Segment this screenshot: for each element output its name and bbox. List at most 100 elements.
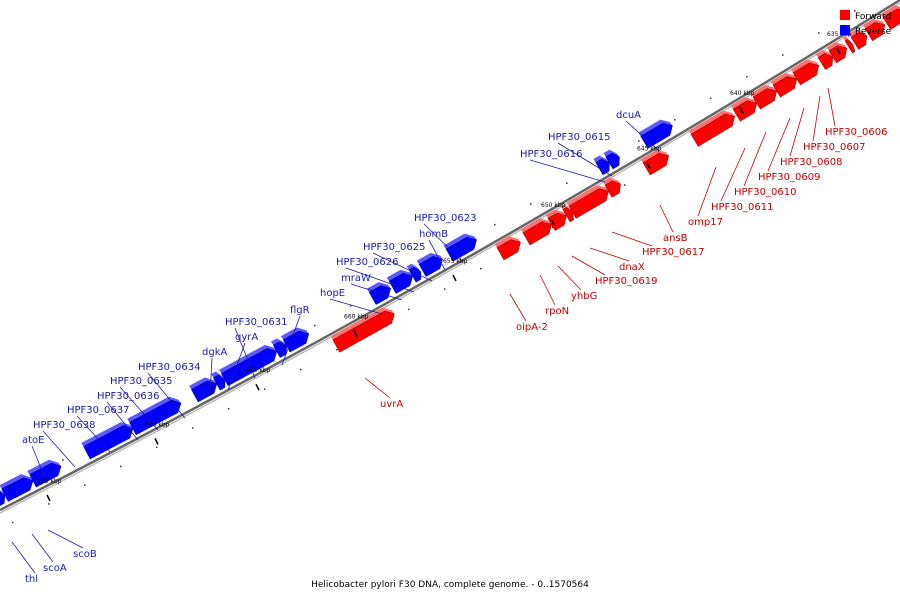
forward-8-gene-arrow[interactable] <box>690 113 736 147</box>
gene-leader-line <box>147 372 186 419</box>
gene-label-yhbg[interactable]: yhbG <box>571 291 597 302</box>
forward-4-gene-arrow[interactable] <box>562 207 574 223</box>
gene-leader-line <box>589 247 630 262</box>
forward-7-gene-arrow[interactable] <box>642 152 669 176</box>
gene-arrow-top <box>640 149 669 163</box>
minor-tick <box>12 521 14 524</box>
gene-label-hpf30_0617[interactable]: HPF30_0617 <box>642 247 704 258</box>
legend-reverse-label: Reverse <box>855 27 892 37</box>
gene-label-hpf30_0610[interactable]: HPF30_0610 <box>734 187 796 198</box>
forward-16-gene-arrow[interactable] <box>850 32 868 50</box>
gene-label-gyra[interactable]: gyrA <box>235 332 258 343</box>
gene-label-flgr[interactable]: flgR <box>290 305 310 316</box>
minor-tick <box>408 308 410 311</box>
gene-label-hpf30_0625[interactable]: HPF30_0625 <box>363 242 425 253</box>
reverse-11-gene-arrow[interactable] <box>388 272 413 294</box>
gene-label-hpf30_0631[interactable]: HPF30_0631 <box>225 317 287 328</box>
gene-label-hpf30_0635[interactable]: HPF30_0635 <box>110 376 172 387</box>
gene-label-hpf30_0619[interactable]: HPF30_0619 <box>595 276 657 287</box>
forward-9-gene-arrow[interactable] <box>732 100 758 122</box>
gene-label-hpf30_0607[interactable]: HPF30_0607 <box>803 142 865 153</box>
gene-arrow-top <box>366 282 391 293</box>
gene-label-hpf30_0608[interactable]: HPF30_0608 <box>780 157 842 168</box>
gene-leader-line <box>539 274 556 306</box>
gene-label-hpf30_0611[interactable]: HPF30_0611 <box>711 202 773 213</box>
forward-17-gene-arrow[interactable] <box>864 22 886 41</box>
forward-0-gene-arrow[interactable] <box>332 310 395 353</box>
gene-label-dgka[interactable]: dgkA <box>202 347 227 358</box>
gene-label-hpf30_0609[interactable]: HPF30_0609 <box>758 172 820 183</box>
minor-tick <box>300 368 302 371</box>
gene-leader-line <box>625 120 659 151</box>
reverse-3-gene-arrow[interactable] <box>83 425 134 460</box>
minor-tick <box>494 223 496 226</box>
forward-13-gene-arrow[interactable] <box>817 53 834 70</box>
gene-leader-line <box>119 386 159 431</box>
gene-label-hpf30_0626[interactable]: HPF30_0626 <box>336 257 398 268</box>
gene-arrow-top <box>560 204 573 213</box>
major-tick <box>154 438 159 445</box>
forward-6-gene-arrow[interactable] <box>604 180 621 198</box>
forward-10-gene-arrow[interactable] <box>752 88 778 110</box>
gene-label-atoe[interactable]: atoE <box>22 435 45 446</box>
gene-label-thl[interactable]: thl <box>25 574 38 585</box>
reverse-9-gene-arrow[interactable] <box>282 330 310 353</box>
reverse-2-gene-arrow[interactable] <box>29 462 62 488</box>
reverse-7-gene-arrow[interactable] <box>221 348 278 387</box>
gene-arrow-top <box>494 236 521 248</box>
reverse-0-gene-arrow[interactable] <box>0 491 6 507</box>
forward-12-gene-arrow[interactable] <box>792 62 820 86</box>
forward-5-gene-arrow[interactable] <box>568 188 609 219</box>
reverse-8-gene-arrow[interactable] <box>272 341 288 358</box>
gene-leader-line <box>571 255 606 276</box>
reverse-14-gene-arrow[interactable] <box>445 236 477 262</box>
minor-tick <box>566 182 568 184</box>
minor-tick <box>350 304 352 307</box>
gene-label-omp17[interactable]: omp17 <box>688 217 723 228</box>
reverse-16-gene-arrow[interactable] <box>605 152 620 170</box>
gene-label-dcua[interactable]: dcuA <box>616 110 641 121</box>
reverse-1-gene-arrow[interactable] <box>1 477 34 502</box>
gene-leader-line <box>557 265 582 291</box>
major-tick <box>353 330 358 337</box>
gene-arrow-top <box>406 263 421 272</box>
gene-label-hpf30_0638[interactable]: HPF30_0638 <box>33 420 95 431</box>
gene-label-oipa-2[interactable]: oipA-2 <box>516 322 548 333</box>
forward-15-gene-arrow[interactable] <box>844 39 856 54</box>
minor-tick <box>62 459 64 461</box>
gene-label-dnax[interactable]: dnaX <box>619 262 645 273</box>
legend: Forward Reverse <box>840 10 892 37</box>
reverse-6-gene-arrow[interactable] <box>213 374 226 391</box>
gene-leader-line <box>350 283 403 301</box>
reverse-10-gene-arrow[interactable] <box>368 285 392 305</box>
forward-11-gene-arrow[interactable] <box>772 76 798 98</box>
gene-label-hpf30_0616[interactable]: HPF30_0616 <box>520 149 582 160</box>
gene-leader-line <box>227 342 246 391</box>
gene-label-scob[interactable]: scoB <box>73 549 97 560</box>
gene-label-rpon[interactable]: rpoN <box>545 306 569 317</box>
gene-label-hope[interactable]: hopE <box>320 288 345 299</box>
gene-label-ansb[interactable]: ansB <box>663 233 688 244</box>
gene-label-hpf30_0615[interactable]: HPF30_0615 <box>548 132 610 143</box>
forward-14-gene-arrow[interactable] <box>828 45 848 64</box>
reverse-4-gene-arrow[interactable] <box>129 399 182 436</box>
gene-label-hpf30_0637[interactable]: HPF30_0637 <box>67 405 129 416</box>
gene-leader-line <box>720 147 746 202</box>
forward-1-gene-arrow[interactable] <box>496 239 521 261</box>
gene-leader-line <box>234 327 256 379</box>
forward-3-gene-arrow[interactable] <box>547 212 567 231</box>
reverse-15-gene-arrow[interactable] <box>595 158 610 176</box>
gene-label-uvra[interactable]: uvrA <box>380 399 403 410</box>
gene-label-hpf30_0606[interactable]: HPF30_0606 <box>825 127 887 138</box>
gene-label-hpf30_0634[interactable]: HPF30_0634 <box>138 362 200 373</box>
gene-label-hpf30_0623[interactable]: HPF30_0623 <box>414 213 476 224</box>
gene-label-scoa[interactable]: scoA <box>43 563 67 574</box>
gene-label-mraw[interactable]: mraW <box>341 273 371 284</box>
gene-arrow-top <box>826 42 847 51</box>
gene-arrow-top <box>566 185 609 207</box>
gene-leader-line <box>812 95 821 142</box>
gene-label-homb[interactable]: homB <box>419 229 448 240</box>
forward-18-gene-arrow[interactable] <box>882 8 900 30</box>
forward-2-gene-arrow[interactable] <box>522 221 552 246</box>
